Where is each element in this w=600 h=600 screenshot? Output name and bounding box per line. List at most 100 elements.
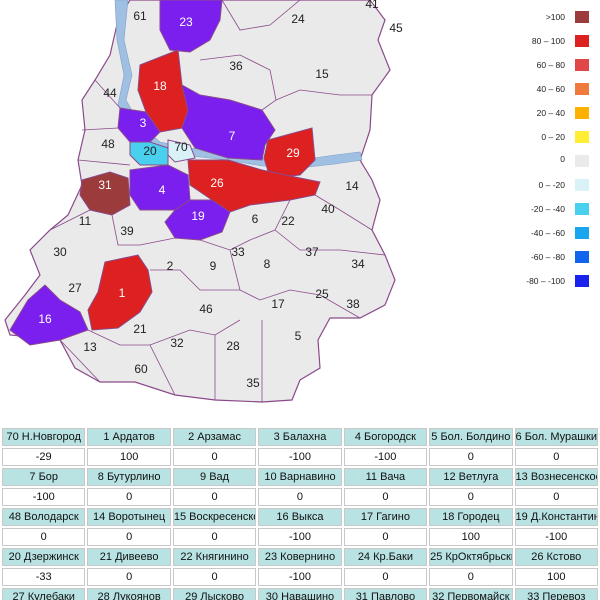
district-name-cell: 22 Княгинино <box>172 548 257 566</box>
district-label-41: 41 <box>365 0 379 11</box>
legend-swatch <box>575 35 589 47</box>
district-label-5: 5 <box>295 329 302 343</box>
district-label-29: 29 <box>286 146 300 160</box>
legend-swatch <box>575 107 589 119</box>
district-label-7: 7 <box>229 129 236 143</box>
district-name-cell: 4 Богородск <box>343 428 428 446</box>
district-label-48: 48 <box>101 137 115 151</box>
district-label-46: 46 <box>199 302 213 316</box>
district-26[interactable] <box>187 159 321 213</box>
district-value-cell: 0 <box>343 568 428 586</box>
legend-swatch <box>575 251 589 263</box>
district-name-cell: 11 Вача <box>343 468 428 486</box>
district-value-cell: -33 <box>2 568 86 586</box>
legend-swatch <box>575 179 589 191</box>
district-value-cell: -100 <box>343 448 428 466</box>
legend-label: -80 – -100 <box>526 276 565 286</box>
district-label-15: 15 <box>315 67 329 81</box>
district-label-4: 4 <box>159 183 166 197</box>
district-name-cell: 48 Володарск <box>2 508 86 526</box>
district-name-cell: 14 Воротынец <box>87 508 171 526</box>
district-label-31: 31 <box>98 178 112 192</box>
district-name-cell: 70 Н.Новгород <box>2 428 86 446</box>
legend-swatch <box>575 227 589 239</box>
district-29[interactable] <box>263 127 316 179</box>
district-16[interactable] <box>9 284 89 346</box>
district-label-16: 16 <box>38 312 52 326</box>
district-value-cell: 0 <box>172 568 257 586</box>
district-value-cell: 0 <box>343 528 428 546</box>
district-name-cell: 23 Ковернино <box>258 548 342 566</box>
district-label-24: 24 <box>291 12 305 26</box>
table-row: 7 Бор 8 Бутурлино 9 Вад 10 Варнавино 11 Вача… <box>2 468 598 486</box>
district-value-cell: 0 <box>172 448 257 466</box>
legend-label: -40 – -60 <box>531 228 565 238</box>
district-31[interactable] <box>79 171 131 216</box>
district-label-6: 6 <box>252 212 259 226</box>
district-value-cell: -100 <box>258 528 342 546</box>
table-row: -100 0 0 0 0 0 0 <box>2 488 598 506</box>
legend-swatch <box>575 203 589 215</box>
district-label-2: 2 <box>167 259 174 273</box>
district-label-40: 40 <box>321 202 335 216</box>
district-23[interactable] <box>159 0 223 53</box>
district-label-38: 38 <box>346 297 360 311</box>
legend-swatch <box>575 59 589 71</box>
district-value-cell: 0 <box>343 488 428 506</box>
district-name-cell: 7 Бор <box>2 468 86 486</box>
district-name-cell: 29 Лысково <box>172 588 257 600</box>
district-19[interactable] <box>164 199 231 241</box>
district-label-35: 35 <box>246 376 260 390</box>
district-name-cell: 33 Перевоз <box>514 588 598 600</box>
legend-label: -60 – -80 <box>531 252 565 262</box>
district-value-cell: 0 <box>172 528 257 546</box>
district-label-18: 18 <box>153 79 167 93</box>
district-label-9: 9 <box>210 259 217 273</box>
district-value-cell: 0 <box>429 568 513 586</box>
district-name-cell: 26 Кстово <box>514 548 598 566</box>
legend-label: 0 <box>560 154 565 164</box>
district-table: 70 Н.Новгород 1 Ардатов 2 Арзамас 3 Балахна… <box>0 426 600 600</box>
legend-swatch <box>575 11 589 23</box>
district-name-cell: 20 Дзержинск <box>2 548 86 566</box>
district-70[interactable] <box>167 139 196 163</box>
legend: >100 80 – 100 60 – 80 40 – 60 20 – 40 0 – 20 0… <box>526 11 589 287</box>
district-name-cell: 12 Ветлуга <box>429 468 513 486</box>
district-label-33: 33 <box>231 245 245 259</box>
district-1[interactable] <box>87 254 153 331</box>
legend-label: 20 – 40 <box>537 108 566 118</box>
district-value-cell: 0 <box>87 488 171 506</box>
legend-label: -20 – -40 <box>531 204 565 214</box>
district-name-cell: 30 Навашино <box>258 588 342 600</box>
district-label-8: 8 <box>264 257 271 271</box>
table-row: 20 Дзержинск 21 Дивеево 22 Княгинино 23 Ков… <box>2 548 598 566</box>
district-label-70: 70 <box>174 140 188 154</box>
district-label-36: 36 <box>229 59 243 73</box>
district-name-cell: 10 Варнавино <box>258 468 342 486</box>
district-value-cell: 0 <box>87 528 171 546</box>
legend-label: 60 – 80 <box>537 60 566 70</box>
district-value-cell: 0 <box>258 488 342 506</box>
district-label-39: 39 <box>120 224 134 238</box>
district-label-44: 44 <box>103 86 117 100</box>
district-name-cell: 9 Вад <box>172 468 257 486</box>
district-name-cell: 1 Ардатов <box>87 428 171 446</box>
district-label-34: 34 <box>351 257 365 271</box>
district-value-cell: 0 <box>2 528 86 546</box>
district-label-3: 3 <box>140 116 147 130</box>
district-name-cell: 17 Гагино <box>343 508 428 526</box>
district-value-cell: 0 <box>87 568 171 586</box>
district-label-21: 21 <box>133 322 147 336</box>
district-name-cell: 13 Вознесенское <box>514 468 598 486</box>
district-label-61: 61 <box>133 9 147 23</box>
district-value-cell: 100 <box>429 528 513 546</box>
district-name-cell: 27 Кулебаки <box>2 588 86 600</box>
district-label-37: 37 <box>305 245 319 259</box>
district-7[interactable] <box>181 84 276 161</box>
district-name-cell: 15 Воскресенское <box>172 508 257 526</box>
district-label-27: 27 <box>68 281 82 295</box>
table-row: -33 0 0 -100 0 0 100 <box>2 568 598 586</box>
legend-swatch <box>575 83 589 95</box>
district-name-cell: 5 Бол. Болдино <box>429 428 513 446</box>
district-name-cell: 24 Кр.Баки <box>343 548 428 566</box>
